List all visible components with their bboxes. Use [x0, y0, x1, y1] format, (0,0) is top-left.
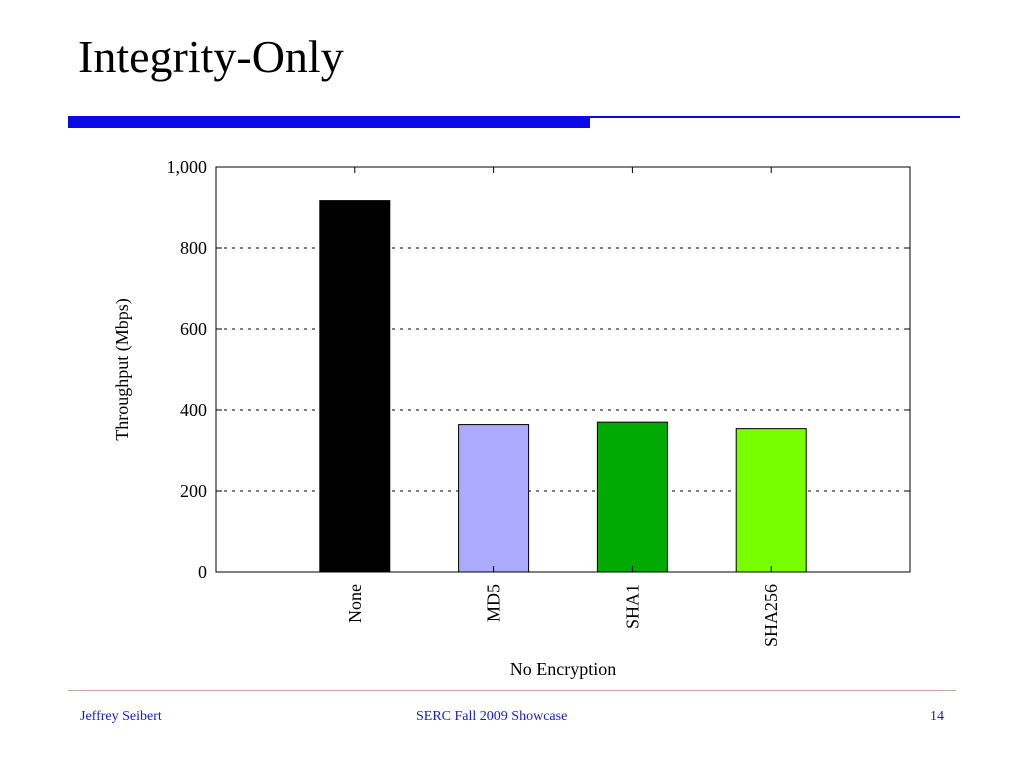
y-axis-title: Throughput (Mbps) [112, 298, 133, 441]
chart-ticks [216, 166, 910, 573]
y-tick-label: 0 [198, 562, 207, 582]
throughput-bar-chart: 0 200 400 600 800 1,000 None MD5 SHA1 SHA256 Thr… [112, 157, 911, 679]
y-tick-label: 1,000 [167, 157, 208, 177]
y-tick-label: 400 [180, 400, 207, 420]
plot-area-frame [215, 166, 911, 573]
x-tick-label: SHA256 [761, 584, 781, 647]
footer-event: SERC Fall 2009 Showcase [416, 709, 568, 724]
x-tick-label: None [345, 584, 365, 623]
title-underline-thin [590, 116, 960, 118]
chart-bars [319, 200, 807, 573]
footer-page-number: 14 [930, 709, 944, 724]
bar [319, 200, 391, 573]
y-tick-label: 200 [180, 481, 207, 501]
y-tick-label: 800 [180, 238, 207, 258]
x-tick-label: SHA1 [622, 584, 642, 629]
slide-title: Integrity-Only [78, 31, 344, 82]
bar [458, 424, 530, 573]
footer-divider [68, 690, 956, 691]
bar [735, 428, 807, 573]
y-tick-label: 600 [180, 319, 207, 339]
footer-author: Jeffrey Seibert [80, 709, 162, 724]
y-tick-labels: 0 200 400 600 800 1,000 [167, 157, 208, 582]
x-axis-title: No Encryption [510, 659, 616, 679]
x-tick-label: MD5 [484, 584, 504, 622]
bar [596, 421, 668, 573]
x-tick-labels: None MD5 SHA1 SHA256 [345, 584, 781, 647]
title-underline-thick [68, 116, 590, 128]
